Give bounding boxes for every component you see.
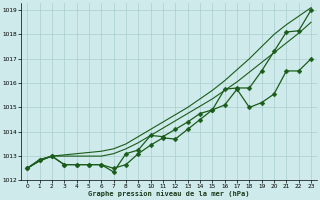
X-axis label: Graphe pression niveau de la mer (hPa): Graphe pression niveau de la mer (hPa) bbox=[88, 190, 250, 197]
